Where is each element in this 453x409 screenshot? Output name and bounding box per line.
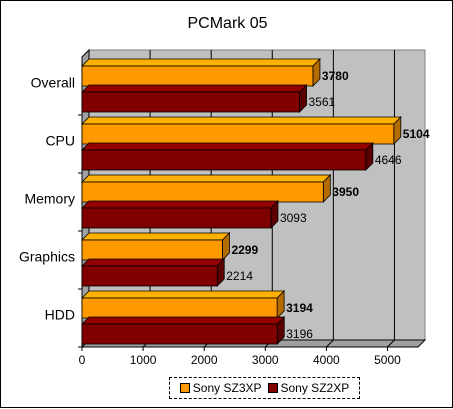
bar-top-s1-c0 [81,84,308,93]
bar-s0-c2 [81,181,324,203]
bar-top-s0-c2 [81,174,332,183]
bar-top-s1-c2 [81,200,279,209]
x-tick-label-3: 3000 [252,353,279,367]
x-tick-label-2: 2000 [191,353,218,367]
value-label-s1-c2: 3093 [280,211,307,225]
x-tick-label-0: 0 [79,353,86,367]
legend-swatch-series-2 [267,383,278,393]
bar-top-s0-c0 [81,58,321,67]
bar-s1-c1 [81,149,367,171]
bar-s1-c4 [81,323,278,345]
bar-s1-c0 [81,91,300,113]
bar-s0-c0 [81,65,314,87]
gridline-floor-5 [387,339,395,348]
value-label-s1-c4: 3196 [286,327,313,341]
gridline-floor-4 [326,339,334,348]
legend-label-series-1: Sony SZ3XP [192,381,262,395]
value-label-s0-c0: 3780 [322,69,349,83]
chart-legend: Sony SZ3XP Sony SZ2XP [169,377,360,399]
legend-swatch-series-1 [179,383,190,393]
value-label-s1-c3: 2214 [226,269,253,283]
value-label-s0-c3: 2299 [231,243,258,257]
category-label-4: HDD [45,307,75,323]
bar-top-s1-c4 [81,316,286,325]
category-label-2: Memory [24,191,75,207]
value-label-s1-c0: 3561 [309,95,336,109]
category-label-1: CPU [45,133,75,149]
value-label-s0-c4: 3194 [286,301,313,315]
bar-s0-c3 [81,239,223,261]
bar-s1-c3 [81,265,218,287]
value-label-s0-c2: 3950 [332,185,359,199]
value-label-s1-c1: 4646 [375,153,402,167]
legend-label-series-2: Sony SZ2XP [280,381,350,395]
bar-top-s0-c4 [81,290,286,299]
bar-s0-c4 [81,297,278,319]
x-tick-label-4: 4000 [313,353,340,367]
bar-top-s0-c1 [81,116,402,125]
bar-top-s0-c3 [81,232,231,241]
legend-item-series-2: Sony SZ2XP [267,381,350,395]
value-label-s0-c1: 5104 [403,127,430,141]
bar-top-s1-c1 [81,142,374,151]
x-tick-label-1: 1000 [130,353,157,367]
chart-title: PCMark 05 [187,15,268,32]
legend-item-series-1: Sony SZ3XP [179,381,262,395]
category-label-3: Graphics [19,249,75,265]
bar-s1-c2 [81,207,272,229]
x-tick-label-5: 5000 [374,353,401,367]
category-label-0: Overall [31,75,75,91]
bar-s0-c1 [81,123,395,145]
bar-top-s1-c3 [81,258,226,267]
